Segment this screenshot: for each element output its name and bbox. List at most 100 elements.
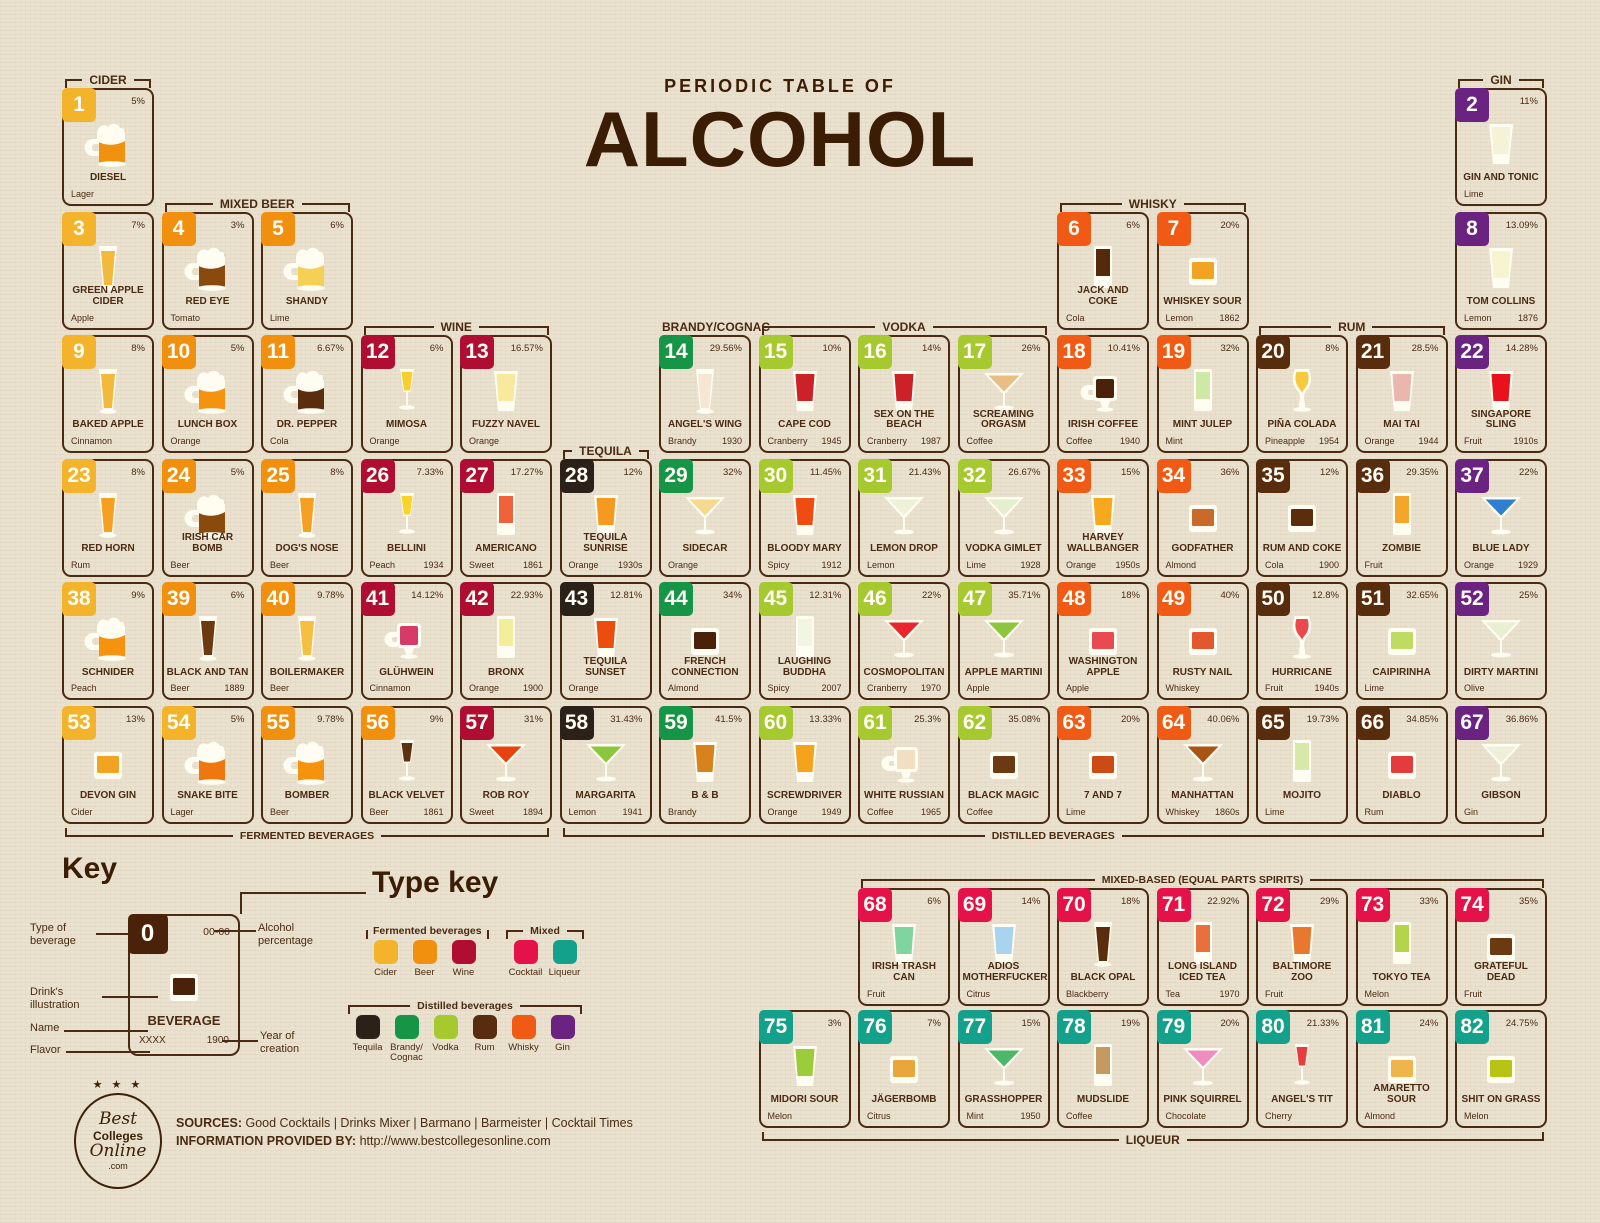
type-key-bracket: Mixed <box>506 922 585 940</box>
martini-glass-icon <box>971 608 1037 669</box>
element-cell-82: 82 24.75% SHIT ON GRASS Melon <box>1455 1010 1547 1128</box>
hurricane-glass-icon <box>1269 361 1335 422</box>
drink-name: BAKED APPLE <box>72 419 144 431</box>
element-cell-50: 50 12.8% HURRICANE Fruit 1940s <box>1256 582 1348 701</box>
mug-glass-icon <box>175 485 241 546</box>
alcohol-percentage: 35.71% <box>1008 590 1041 602</box>
drink-name: ANGEL'S WING <box>667 419 743 431</box>
bracket-line <box>301 202 351 212</box>
drink-flavor: Orange <box>369 436 400 447</box>
poster-kicker: PERIODIC TABLE OF <box>664 76 896 96</box>
element-cell-29: 29 32% SIDECAR Orange <box>659 458 751 577</box>
martini-glass-icon <box>971 361 1037 422</box>
drink-name: JACK AND COKE <box>1077 285 1129 307</box>
connector-line <box>102 996 158 998</box>
drink-name: VODKA GIMLET <box>965 543 1042 554</box>
alcohol-percentage: 36.86% <box>1505 714 1538 725</box>
drink-name: 7 AND 7 <box>1084 790 1122 802</box>
element-cell-37: 37 22% BLUE LADY Orange 1929 <box>1455 458 1547 577</box>
element-number: 31 <box>858 458 892 493</box>
drink-flavor: Sweet <box>469 807 495 817</box>
type-key-item-label: Cider <box>374 967 397 978</box>
rocks-glass-icon <box>1369 732 1435 793</box>
element-cell-74: 74 35% GRATEFUL DEAD Fruit <box>1455 888 1547 1006</box>
bracket-line <box>478 326 550 336</box>
poster-title: ALCOHOL <box>583 95 977 183</box>
bracket-line <box>1372 326 1445 336</box>
alcohol-percentage: 18% <box>1120 896 1140 907</box>
element-number: 41 <box>360 582 395 617</box>
element-number: 15 <box>758 335 793 370</box>
group-bracket-5: BRANDY/COGNAC <box>662 320 770 335</box>
element-cell-25: 25 8% DOG'S NOSE Beer <box>261 458 353 577</box>
flute-glass-icon <box>374 485 440 546</box>
alcohol-percentage: 20% <box>1220 219 1240 231</box>
bracket-line <box>133 79 152 88</box>
logo-line3: Online <box>89 1141 147 1162</box>
element-number: 26 <box>360 458 395 493</box>
element-cell-70: 70 18% BLACK OPAL Blackberry <box>1057 888 1149 1006</box>
element-cell-23: 23 8% RED HORN Rum <box>62 458 154 577</box>
element-cell-15: 15 10% CAPE COD Cranberry 1945 <box>758 335 851 454</box>
drink-flavor: Lager <box>170 807 194 817</box>
alcohol-percentage: 34% <box>722 590 742 602</box>
drink-flavor: Orange <box>668 559 699 570</box>
drink-flavor: Citrus <box>966 989 991 999</box>
drink-name: SHANDY <box>285 295 329 307</box>
element-cell-56: 56 9% BLACK VELVET Beer 1861 <box>360 706 453 824</box>
drink-name: GREEN APPLE CIDER <box>72 285 144 307</box>
alcohol-percentage: 8% <box>131 466 145 478</box>
alcohol-percentage: 34.85% <box>1406 714 1439 725</box>
sources-text: Good Cocktails | Drinks Mixer | Barmano … <box>245 1116 633 1130</box>
drink-flavor: Tomato <box>170 312 201 323</box>
drink-flavor: Orange <box>1364 436 1395 447</box>
group-bracket-1: GIN <box>1458 71 1545 89</box>
element-number: 69 <box>957 888 992 922</box>
alcohol-percentage: 13.09% <box>1505 219 1538 231</box>
drink-year: 1928 <box>1020 559 1041 570</box>
type-key-item-beer: Beer <box>405 940 444 978</box>
element-cell-13: 13 16.57% FUZZY NAVEL Orange <box>460 335 552 454</box>
drink-name: IRISH CAR BOMB <box>181 532 234 554</box>
martini-glass-icon <box>1170 1036 1236 1097</box>
drink-flavor: Orange <box>568 559 599 570</box>
alcohol-percentage: 25% <box>1518 590 1538 602</box>
drink-name: MANHATTAN <box>1171 790 1234 802</box>
tumbler-glass-icon <box>573 485 639 546</box>
drink-flavor: Beer <box>369 807 389 817</box>
element-number: 63 <box>1057 706 1091 740</box>
element-number: 81 <box>1355 1010 1390 1044</box>
element-number: 51 <box>1355 582 1390 617</box>
tumbler-glass-icon <box>1468 361 1534 422</box>
element-cell-77: 77 15% GRASSHOPPER Mint 1950 <box>957 1010 1050 1128</box>
drink-flavor: Beer <box>170 559 190 570</box>
element-cell-2: 2 11% GIN AND TONIC Lime <box>1455 88 1547 206</box>
alcohol-percentage: 12% <box>623 466 643 478</box>
key-heading: Key <box>62 852 118 885</box>
type-key-item-rum: Rum <box>465 1015 504 1064</box>
type-key-item-label: Wine <box>452 967 475 978</box>
drink-flavor: Tea <box>1165 989 1181 999</box>
type-key-group-label: Distilled beverages <box>417 1000 513 1012</box>
rocks-glass-icon <box>1468 1036 1534 1097</box>
element-cell-62: 62 35.08% BLACK MAGIC Coffee <box>957 706 1050 824</box>
element-cell-26: 26 7.33% BELLINI Peach 1934 <box>360 458 453 577</box>
element-number: 27 <box>460 458 494 493</box>
element-number: 10 <box>161 335 196 370</box>
alcohol-percentage: 22% <box>1518 466 1538 478</box>
drink-flavor: Rum <box>71 559 91 570</box>
alcohol-percentage: 14.28% <box>1505 343 1538 355</box>
element-number: 32 <box>957 458 992 493</box>
element-number: 62 <box>957 706 992 740</box>
element-number: 54 <box>161 706 196 740</box>
alcohol-percentage: 26.67% <box>1008 466 1041 478</box>
drink-name: TOM COLLINS <box>1466 295 1536 307</box>
element-number: 55 <box>261 706 295 740</box>
drink-flavor: Cola <box>1066 312 1085 323</box>
element-cell-4: 4 3% RED EYE Tomato <box>161 211 254 330</box>
alcohol-percentage: 9.78% <box>317 714 344 725</box>
color-swatch-icon <box>511 1015 536 1039</box>
drink-flavor: Fruit <box>1464 989 1482 999</box>
alcohol-percentage: 40% <box>1220 590 1240 602</box>
pint-glass-icon <box>672 361 738 422</box>
